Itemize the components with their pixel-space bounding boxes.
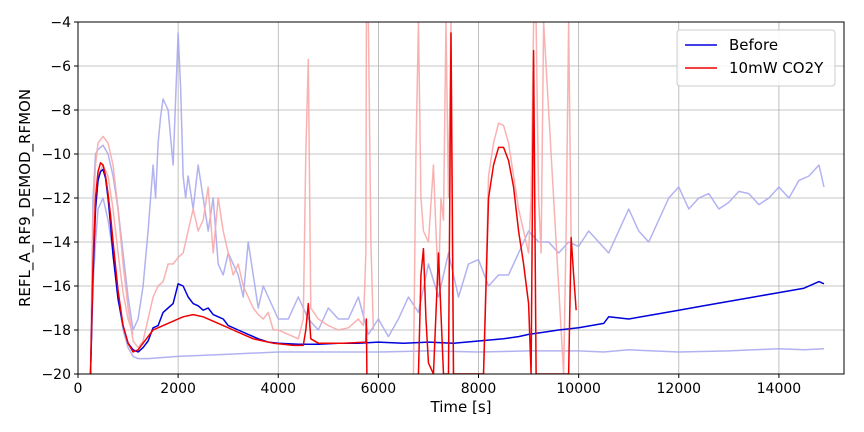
legend-entry: Before [729,36,778,54]
y-axis: −20 −18 −16 −14 −12 −10 −8 −6 −4 [41,15,78,383]
x-tick-label: 10000 [556,381,601,397]
x-tick-label: 2000 [160,381,196,397]
y-axis-label: REFL_A_RF9_DEMOD_RFMON [16,89,35,307]
series-line-6 [412,22,572,374]
legend: Before 10mW CO2Y [676,29,836,87]
y-tick-label: −4 [50,15,71,31]
x-tick-label: 12000 [657,381,702,397]
x-tick-label: 0 [74,381,83,397]
series-line-1 [89,162,368,374]
y-tick-label: −12 [41,191,71,207]
y-tick-label: −10 [41,147,71,163]
series-layer [89,22,825,374]
x-tick-label: 4000 [260,381,296,397]
x-tick-label: 6000 [361,381,397,397]
x-tick-label: 8000 [461,381,497,397]
legend-box [676,29,836,87]
series-line-3 [89,32,825,374]
y-tick-label: −6 [50,59,71,75]
y-tick-label: −20 [41,367,71,383]
legend-entry: 10mW CO2Y [729,59,824,77]
x-axis: 0 2000 4000 6000 8000 10000 12000 14000 [74,374,802,397]
series-line-2 [417,32,577,374]
y-tick-label: −18 [41,323,71,339]
y-tick-label: −16 [41,279,71,295]
y-tick-label: −8 [50,103,71,119]
series-line-4 [89,197,825,374]
y-tick-label: −14 [41,235,71,251]
x-tick-label: 14000 [757,381,802,397]
x-axis-label: Time [s] [430,398,492,416]
series-line-5 [89,22,375,374]
